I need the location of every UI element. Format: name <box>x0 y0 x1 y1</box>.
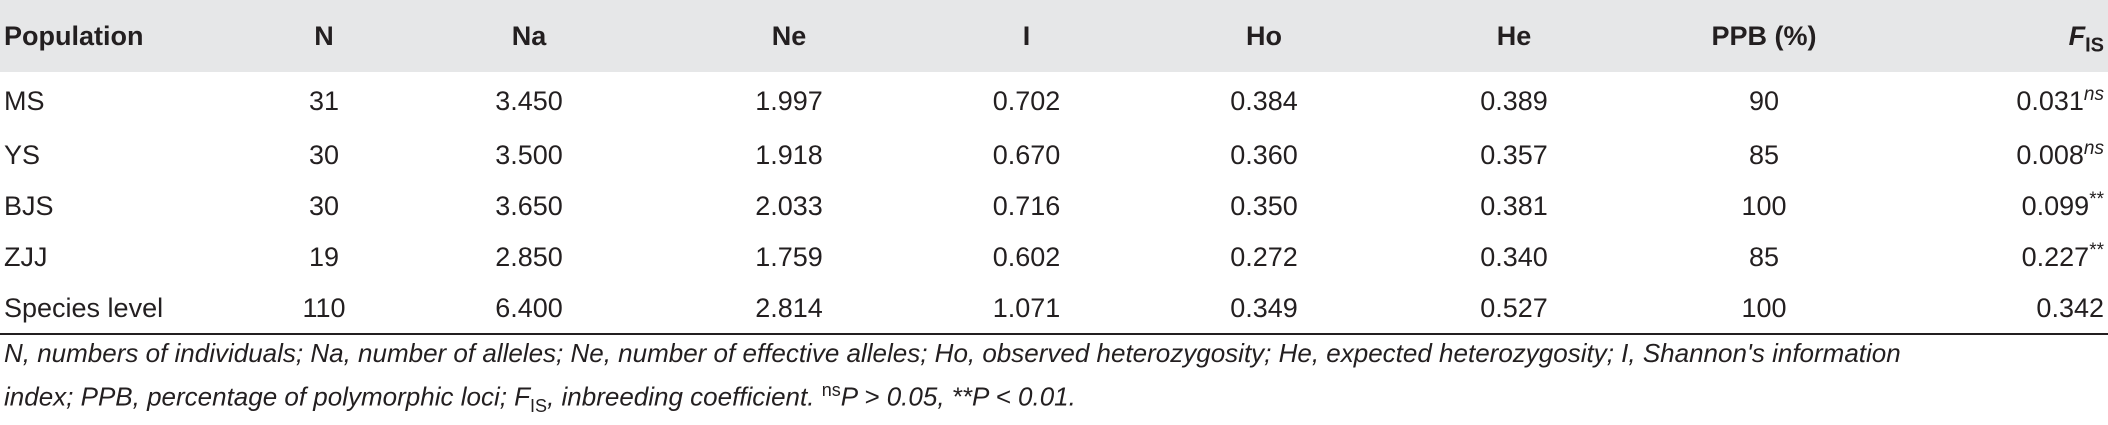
cell-fis: 0.227** <box>1889 232 2108 283</box>
cell-ne: 1.759 <box>755 242 823 272</box>
cell-ppb: 100 <box>1741 292 1787 323</box>
cell-i: 0.716 <box>992 191 1061 221</box>
table-row: ZJJ 19 2.850 1.759 0.602 0.272 0.340 85 0.227** <box>0 232 2108 283</box>
header-ne: Ne <box>771 20 807 51</box>
cell-ne: 2.033 <box>755 191 823 221</box>
cell-population: Species level <box>4 292 164 323</box>
cell-i: 0.602 <box>992 242 1061 272</box>
cell-na: 3.500 <box>495 140 563 170</box>
cell-ppb: 100 <box>1741 191 1787 221</box>
fis-value: 0.342 <box>2036 292 2104 323</box>
cell-i: 1.071 <box>992 292 1061 323</box>
footnote-line-1: N, numbers of individuals; Na, number of… <box>4 338 1901 368</box>
cell-population: YS <box>4 140 41 170</box>
cell-na: 3.650 <box>495 191 563 221</box>
cell-n: 110 <box>302 292 346 323</box>
table-footnote: N, numbers of individuals; Na, number of… <box>4 335 2104 425</box>
cell-ppb: 85 <box>1748 140 1780 170</box>
cell-population: ZJJ <box>4 242 48 272</box>
population-genetics-table: Population N Na Ne I Ho He PPB (%) FIS M… <box>0 0 2108 334</box>
cell-he: 0.357 <box>1480 140 1548 170</box>
cell-i: 0.702 <box>992 85 1061 116</box>
cell-fis: 0.342 <box>1889 283 2108 334</box>
cell-population: BJS <box>4 191 54 221</box>
cell-fis: 0.031ns <box>1889 72 2108 130</box>
fis-value: 0.099 <box>2021 191 2090 221</box>
cell-ne: 1.997 <box>755 85 823 116</box>
cell-ho: 0.349 <box>1230 292 1298 323</box>
footnote-line-2: index; PPB, percentage of polymorphic lo… <box>4 380 1076 416</box>
significance-marker: ns <box>2083 83 2104 105</box>
cell-ppb: 90 <box>1748 85 1780 116</box>
cell-fis: 0.008ns <box>1889 130 2108 181</box>
cell-ne: 1.918 <box>755 140 823 170</box>
cell-fis: 0.099** <box>1889 181 2108 232</box>
significance-marker: ** <box>2089 189 2104 210</box>
header-n: N <box>314 20 334 51</box>
cell-n: 19 <box>308 242 340 272</box>
header-population: Population <box>4 20 144 51</box>
cell-he: 0.381 <box>1480 191 1548 221</box>
cell-ho: 0.272 <box>1230 242 1298 272</box>
cell-n: 30 <box>308 140 340 170</box>
cell-he: 0.389 <box>1480 85 1548 116</box>
significance-marker: ns <box>2083 138 2104 159</box>
fis-value: 0.031 <box>2016 85 2084 116</box>
header-fis: FIS <box>2068 20 2104 56</box>
header-ho: Ho <box>1246 20 1282 51</box>
header-i: I <box>1022 20 1031 51</box>
cell-ppb: 85 <box>1748 242 1780 272</box>
cell-na: 2.850 <box>495 242 563 272</box>
table-row: BJS 30 3.650 2.033 0.716 0.350 0.381 100 0.099** <box>0 181 2108 232</box>
cell-ho: 0.350 <box>1230 191 1298 221</box>
cell-ne: 2.814 <box>755 292 823 323</box>
cell-n: 30 <box>308 191 340 221</box>
fis-value: 0.008 <box>2016 140 2084 170</box>
cell-he: 0.527 <box>1480 292 1548 323</box>
table-figure: Population N Na Ne I Ho He PPB (%) FIS M… <box>0 0 2108 416</box>
cell-ho: 0.384 <box>1230 85 1298 116</box>
cell-na: 6.400 <box>495 292 563 323</box>
table-row: YS 30 3.500 1.918 0.670 0.360 0.357 85 0.008ns <box>0 130 2108 181</box>
cell-n: 31 <box>308 85 340 116</box>
cell-i: 0.670 <box>992 140 1061 170</box>
significance-marker: ** <box>2089 240 2104 261</box>
header-na: Na <box>511 20 547 51</box>
cell-he: 0.340 <box>1480 242 1548 272</box>
table-row: MS 31 3.450 1.997 0.702 0.384 0.389 90 0.031ns <box>0 72 2108 130</box>
table-row: Species level 110 6.400 2.814 1.071 0.349 0.52… <box>0 283 2108 334</box>
cell-ho: 0.360 <box>1230 140 1298 170</box>
cell-population: MS <box>4 85 45 116</box>
header-ppb: PPB (%) <box>1711 20 1817 51</box>
fis-value: 0.227 <box>2021 242 2090 272</box>
header-row: Population N Na Ne I Ho He PPB (%) FIS <box>0 0 2108 72</box>
header-he: He <box>1496 20 1532 51</box>
cell-na: 3.450 <box>495 85 563 116</box>
